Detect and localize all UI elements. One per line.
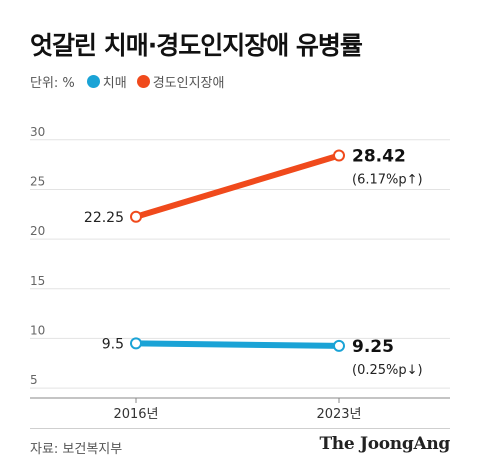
data-point-1-1 (333, 149, 345, 162)
x-tick-label-1: 2023년 (316, 407, 361, 420)
change-label-0: (0.25%p↓) (352, 363, 423, 378)
source-note: 자료: 보건복지부 (30, 442, 123, 457)
y-tick-label-10: 10 (30, 323, 45, 337)
grid (30, 139, 450, 399)
legend-label-dementia: 치매 (102, 76, 127, 91)
data-point-0-1 (333, 339, 345, 352)
change-label-1: (6.17%p↑) (352, 172, 423, 187)
data-label-0-1: 9.25 (352, 337, 394, 357)
line-chart: 5 10 15 20 25 30 2016년 2023년 9.5 9.25 (0.25%p↓) 2… (30, 125, 450, 420)
series-line-1 (133, 152, 342, 220)
legend: 단위: % 치매 경도인지장애 (30, 72, 234, 91)
x-tick-label-0: 2016년 (113, 407, 158, 420)
data-points (130, 149, 345, 352)
y-tick-label-5: 5 (30, 373, 38, 387)
data-label-1-0: 22.25 (84, 210, 124, 226)
y-axis: 5 10 15 20 25 30 (30, 125, 45, 387)
series-lines (133, 152, 342, 349)
footer-divider (30, 428, 450, 429)
y-tick-label-15: 15 (30, 274, 45, 288)
publisher-logo: The JoongAng (319, 434, 450, 454)
chart-title: 엇갈린 치매·경도인지장애 유병률 (30, 31, 363, 60)
data-point-0-0 (130, 337, 142, 350)
x-axis: 2016년 2023년 (113, 398, 362, 420)
series-line-0 (133, 340, 342, 349)
legend-item-dementia: 치매 (86, 72, 127, 91)
y-tick-label-30: 30 (30, 125, 45, 139)
data-label-1-1: 28.42 (352, 146, 406, 166)
data-point-1-0 (130, 210, 142, 223)
legend-item-mci: 경도인지장애 (136, 72, 225, 91)
y-tick-label-20: 20 (30, 224, 45, 238)
data-labels: 9.5 9.25 (0.25%p↓) 22.25 28.42 (6.17%p↑) (84, 146, 423, 377)
data-label-0-0: 9.5 (102, 336, 124, 352)
y-tick-label-25: 25 (30, 174, 45, 188)
legend-label-mci: 경도인지장애 (152, 76, 225, 91)
legend-dot-dementia (86, 75, 100, 88)
unit-label: 단위: % (30, 76, 75, 91)
legend-dot-mci (136, 75, 150, 88)
